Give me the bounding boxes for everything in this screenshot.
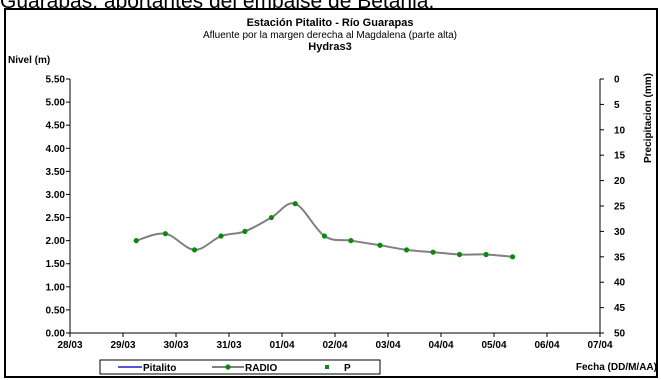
series-radio-point	[483, 251, 489, 258]
y2-tick-label: 50	[614, 329, 626, 340]
x-tick-label: 29/03	[110, 340, 135, 351]
y-tick-label: 1.50	[46, 259, 66, 270]
y2-tick-label: 10	[614, 125, 626, 136]
series-layer	[133, 201, 516, 260]
x-tick-label: 01/04	[269, 340, 294, 351]
y2-axis-label: Precipitacion (mm)	[643, 73, 654, 163]
y2-tick-label: 25	[614, 202, 626, 213]
x-tick-label: 03/04	[375, 340, 400, 351]
x-tick-label: 28/03	[57, 340, 82, 351]
series-radio-point	[348, 238, 354, 244]
chart-subtitle: Afluente por la margen derecha al Magdal…	[203, 30, 457, 41]
y-tick-label: 3.00	[46, 190, 66, 201]
axes: 0.00 0.50 1.00 1.50 2.00 2.50 3.00 3.50 4.00 4.50…	[46, 75, 626, 352]
y-tick-label: 0.00	[46, 329, 66, 340]
y-tick-label: 4.50	[46, 121, 66, 132]
series-radio-point	[218, 233, 224, 239]
series-radio-point	[133, 238, 139, 244]
x-tick-label: 30/03	[163, 340, 188, 351]
x-tick-label: 02/04	[322, 340, 347, 351]
y-tick-label: 2.00	[46, 236, 66, 247]
series-radio-point	[403, 247, 410, 253]
y-tick-label: 0.50	[46, 305, 66, 316]
legend-label-radio: RADIO	[245, 363, 277, 374]
x-tick-label: 31/03	[216, 340, 241, 351]
y-tick-label: 4.00	[46, 144, 66, 155]
y2-tick-label: 15	[614, 151, 626, 162]
y-tick-label: 5.00	[46, 98, 66, 109]
y-tick-label: 3.50	[46, 167, 66, 178]
chart-subtitle-2: Hydras3	[308, 41, 351, 53]
legend-marker-p	[325, 365, 329, 369]
y2-tick-label: 20	[614, 176, 626, 187]
series-radio-point	[242, 228, 248, 234]
series-radio-point	[509, 254, 516, 260]
y2-tick-label: 0	[614, 75, 620, 86]
y2-tick-label: 30	[614, 227, 626, 238]
x-axis-label: Fecha (DD/M/AA)	[576, 362, 657, 373]
legend-label-pitalito: Pitalito	[143, 363, 176, 374]
series-radio-point	[191, 247, 198, 253]
series-radio-point	[162, 231, 168, 237]
series-radio-point	[430, 249, 436, 255]
series-radio-point	[292, 201, 298, 207]
y2-tick-label: 5	[614, 100, 620, 111]
x-tick-label: 04/04	[428, 340, 453, 351]
series-radio-point	[377, 242, 383, 248]
x-tick-label: 05/04	[481, 340, 506, 351]
series-radio-point	[321, 233, 327, 239]
series-radio-point	[456, 251, 463, 258]
y-tick-label: 1.00	[46, 282, 66, 293]
y-tick-label: 2.50	[46, 213, 66, 224]
x-tick-label: 06/04	[534, 340, 559, 351]
legend-label-p: P	[344, 363, 351, 374]
legend: Pitalito RADIO P	[99, 359, 381, 375]
y2-tick-label: 40	[614, 278, 626, 289]
series-radio-point	[268, 214, 274, 221]
chart-frame	[4, 8, 658, 378]
y2-tick-label: 35	[614, 252, 626, 263]
x-tick-label: 07/04	[587, 340, 612, 351]
y-axis-label: Nivel (m)	[8, 55, 50, 66]
chart-title: Estación Pitalito - Río Guarapas	[247, 17, 414, 29]
y-tick-label: 5.50	[46, 75, 66, 86]
legend-marker-radio	[225, 364, 231, 370]
y2-tick-label: 45	[614, 303, 626, 314]
